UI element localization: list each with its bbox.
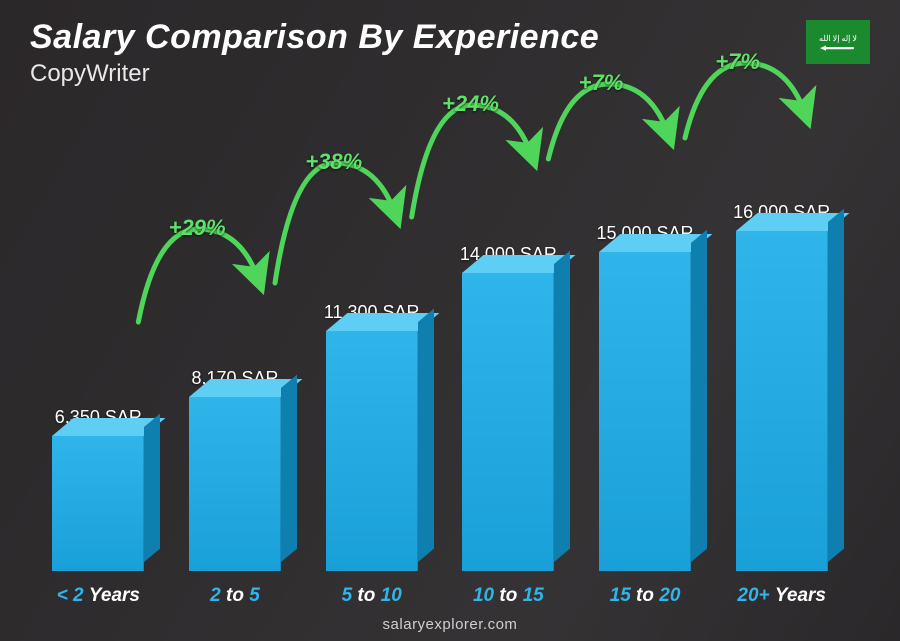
chart-title: Salary Comparison By Experience	[30, 18, 599, 57]
bar-side-face	[828, 209, 844, 562]
footer-credit: salaryexplorer.com	[0, 616, 900, 633]
bar	[189, 397, 281, 571]
svg-text:لا إله إلا الله: لا إله إلا الله	[819, 34, 857, 43]
bar-front-face	[326, 331, 418, 571]
bar-side-face	[281, 375, 297, 562]
bar-front-face	[189, 397, 281, 571]
bar-front-face	[52, 436, 144, 571]
bar-side-face	[691, 230, 707, 562]
bar	[326, 331, 418, 571]
bar-side-face	[418, 309, 434, 562]
bar	[462, 273, 554, 571]
x-axis: < 2 Years2 to 55 to 1010 to 1515 to 2020…	[30, 585, 850, 607]
bar-front-face	[736, 231, 828, 571]
x-tick-label: 2 to 5	[167, 585, 304, 607]
x-tick-label: 15 to 20	[577, 585, 714, 607]
bar-slot: 15,000 SAR	[577, 91, 714, 571]
x-tick-label: 5 to 10	[303, 585, 440, 607]
country-flag-icon: لا إله إلا الله	[806, 20, 870, 64]
bar-slot: 8,170 SAR	[167, 91, 304, 571]
infographic-canvas: Salary Comparison By Experience CopyWrit…	[0, 0, 900, 641]
bar-side-face	[554, 251, 570, 562]
bars-container: 6,350 SAR8,170 SAR11,300 SAR14,000 SAR15…	[30, 91, 850, 571]
x-tick-label: < 2 Years	[30, 585, 167, 607]
bar-front-face	[599, 252, 691, 571]
x-tick-label: 20+ Years	[713, 585, 850, 607]
bar-front-face	[462, 273, 554, 571]
bar-slot: 16,000 SAR	[713, 91, 850, 571]
bar	[599, 252, 691, 571]
x-tick-label: 10 to 15	[440, 585, 577, 607]
bar-slot: 14,000 SAR	[440, 91, 577, 571]
chart-subtitle: CopyWriter	[30, 60, 150, 88]
bar-chart: 6,350 SAR8,170 SAR11,300 SAR14,000 SAR15…	[30, 91, 850, 571]
bar-slot: 6,350 SAR	[30, 91, 167, 571]
bar	[52, 436, 144, 571]
bar-side-face	[144, 414, 160, 562]
bar	[736, 231, 828, 571]
bar-slot: 11,300 SAR	[303, 91, 440, 571]
growth-arc-label: +7%	[715, 49, 760, 75]
